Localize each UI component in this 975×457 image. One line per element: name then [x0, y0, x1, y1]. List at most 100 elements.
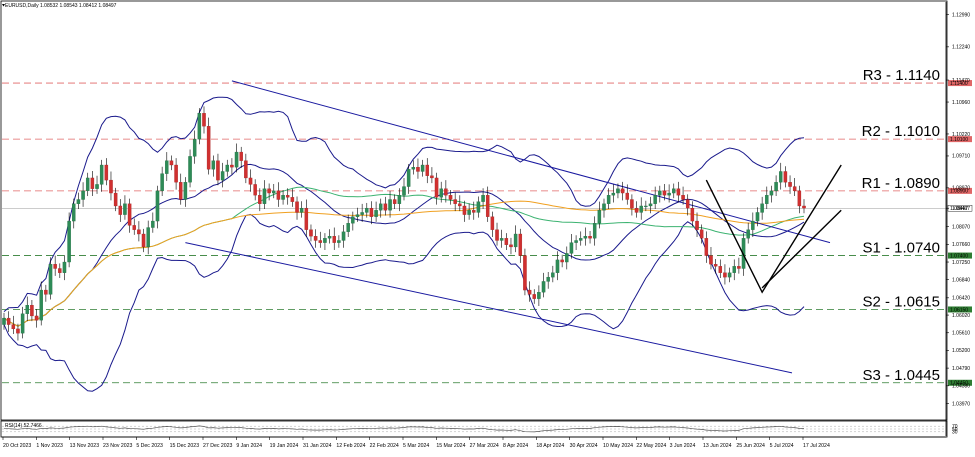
time-tick-label: 23 Nov 2023 [103, 443, 133, 449]
candle-body [448, 195, 453, 200]
candle-body [244, 160, 248, 179]
candle-body [444, 188, 448, 196]
candle-body [388, 199, 392, 211]
candle-body [2, 317, 6, 325]
candle-body [234, 151, 239, 168]
candle-body [174, 164, 178, 183]
candle-body [206, 126, 211, 170]
candle-body [169, 160, 174, 166]
bollinger-upper-line [3, 96, 805, 312]
candle-body [160, 173, 164, 192]
candle-body [337, 240, 341, 243]
candle-body [272, 190, 276, 194]
candle-body [397, 195, 402, 204]
candle-body [369, 207, 374, 217]
price-tick-label: 1.07660 [952, 242, 970, 248]
candle-body [769, 190, 774, 196]
candle-body [495, 229, 499, 241]
candle-body [797, 190, 802, 207]
level-price-tag-text: 1.08900 [950, 189, 968, 195]
candle-body [751, 220, 755, 230]
candle-body [616, 188, 620, 194]
price-tick-label: 1.10960 [952, 100, 970, 106]
candle-body [346, 223, 350, 232]
time-tick-label: 12 Feb 2024 [336, 443, 365, 449]
candle-body [518, 233, 523, 256]
candle-body [299, 207, 304, 213]
level-price-tag-text: 1.06150 [950, 307, 968, 313]
candle-body [155, 190, 160, 222]
candle-body [569, 242, 574, 254]
candle-body [341, 231, 346, 241]
candle-body [778, 171, 783, 183]
candle-body [132, 225, 136, 230]
candle-body [704, 238, 709, 256]
candle-body [360, 212, 364, 215]
candle-body [458, 203, 462, 207]
candle-body [490, 216, 495, 230]
candle-body [434, 177, 439, 198]
bollinger-middle-line [3, 163, 805, 327]
price-tick-label: 1.08070 [952, 224, 970, 230]
candle-body [667, 192, 671, 196]
candle-body [406, 169, 411, 187]
candle-body [253, 184, 257, 196]
candle-body [281, 195, 285, 200]
candle-body [592, 223, 597, 239]
candle-body [476, 201, 481, 213]
candle-body [192, 138, 197, 157]
candle-body [402, 186, 406, 196]
candle-body [425, 164, 430, 176]
candle-body [723, 272, 727, 278]
candle-body [430, 175, 434, 179]
candle-body [658, 190, 662, 196]
candle-body [211, 160, 216, 170]
candle-body [485, 195, 490, 217]
level-price-tag [948, 379, 972, 386]
price-tick-label: 1.04790 [952, 366, 970, 372]
candle-body [774, 182, 778, 192]
candle-body [565, 253, 569, 263]
price-tick-label: 1.11470 [952, 78, 970, 84]
channel-upper-trendline [231, 80, 831, 244]
candle-body [99, 164, 104, 185]
candle-body [639, 205, 643, 213]
level-price-tag [948, 252, 972, 259]
candle-body [537, 292, 541, 299]
candle-body [248, 177, 253, 185]
candle-body [597, 210, 602, 224]
time-tick-label: 31 Jan 2024 [303, 443, 332, 449]
candle-body [25, 305, 30, 314]
candle-body [588, 236, 592, 239]
collapse-triangle-icon[interactable] [2, 4, 5, 7]
candle-body [625, 192, 630, 200]
candle-body [699, 229, 704, 239]
time-tick-label: 27 Dec 2023 [203, 443, 233, 449]
time-tick-label: 5 Dec 2023 [136, 443, 163, 449]
candle-body [467, 210, 471, 215]
rsi-line [3, 425, 805, 433]
candle-body [709, 255, 713, 265]
candle-body [113, 192, 118, 207]
candle-body [109, 179, 113, 194]
price-tick-label: 1.05610 [952, 331, 970, 337]
candle-body [802, 205, 806, 209]
candle-body [481, 195, 485, 202]
price-tick-label: 1.10220 [952, 132, 970, 138]
candle-body [95, 184, 99, 189]
candle-body [146, 227, 150, 248]
candle-body [67, 220, 71, 263]
candle-body [365, 207, 369, 213]
symbol-header: EURUSD,Daily 1.08532 1.08543 1.08412 1.0… [5, 3, 117, 9]
current-price-tag-text: 1.08497 [950, 206, 968, 212]
candle-body [327, 236, 332, 239]
candle-body [85, 177, 90, 192]
candle-body [644, 205, 648, 207]
candle-body [383, 203, 388, 211]
candle-body [788, 182, 792, 187]
candle-body [634, 207, 639, 213]
candle-body [11, 324, 16, 330]
candle-body [532, 294, 536, 299]
level-price-tag-text: 1.11400 [950, 81, 968, 87]
